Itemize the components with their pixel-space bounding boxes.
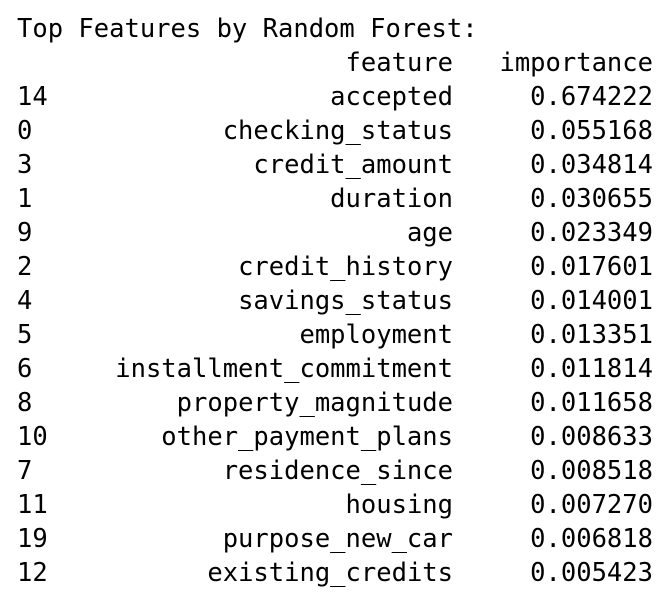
importance-value: 0.030655 bbox=[530, 184, 653, 214]
feature-name: savings_status bbox=[238, 286, 453, 316]
row-index: 12 bbox=[17, 558, 48, 588]
feature-column-header: feature bbox=[345, 48, 453, 78]
table-row: 11 housing 0.007270 bbox=[17, 488, 653, 522]
table-row: 6 installment_commitment 0.011814 bbox=[17, 352, 653, 386]
table-row: 7 residence_since 0.008518 bbox=[17, 454, 653, 488]
feature-name: installment_commitment bbox=[115, 354, 453, 384]
table-row: 9 age 0.023349 bbox=[17, 216, 653, 250]
importance-value: 0.017601 bbox=[530, 252, 653, 282]
row-index: 19 bbox=[17, 524, 48, 554]
row-index: 11 bbox=[17, 490, 48, 520]
feature-importance-output: Top Features by Random Forest: feature i… bbox=[17, 12, 653, 590]
feature-name: other_payment_plans bbox=[161, 422, 453, 452]
feature-name: accepted bbox=[330, 82, 453, 112]
row-index: 4 bbox=[17, 286, 33, 316]
importance-value: 0.008633 bbox=[530, 422, 653, 452]
feature-name: credit_amount bbox=[253, 150, 453, 180]
table-row: 8 property_magnitude 0.011658 bbox=[17, 386, 653, 420]
importance-value: 0.055168 bbox=[530, 116, 653, 146]
importance-value: 0.007270 bbox=[530, 490, 653, 520]
row-index: 1 bbox=[17, 184, 33, 214]
importance-value: 0.011658 bbox=[530, 388, 653, 418]
output-title: Top Features by Random Forest: bbox=[17, 14, 478, 44]
importance-value: 0.034814 bbox=[530, 150, 653, 180]
feature-name: duration bbox=[330, 184, 453, 214]
table-row: 10 other_payment_plans 0.008633 bbox=[17, 420, 653, 454]
table-row: 12 existing_credits 0.005423 bbox=[17, 556, 653, 590]
feature-name: checking_status bbox=[222, 116, 453, 146]
row-index: 0 bbox=[17, 116, 33, 146]
feature-name: existing_credits bbox=[207, 558, 453, 588]
feature-importance-table: feature importance 14 accepted 0.674222 … bbox=[17, 46, 653, 590]
row-index: 7 bbox=[17, 456, 33, 486]
importance-value: 0.014001 bbox=[530, 286, 653, 316]
importance-value: 0.011814 bbox=[530, 354, 653, 384]
table-row: 4 savings_status 0.014001 bbox=[17, 284, 653, 318]
table-row: 1 duration 0.030655 bbox=[17, 182, 653, 216]
importance-value: 0.674222 bbox=[530, 82, 653, 112]
row-index: 5 bbox=[17, 320, 33, 350]
table-row: 3 credit_amount 0.034814 bbox=[17, 148, 653, 182]
row-index: 14 bbox=[17, 82, 48, 112]
row-index: 2 bbox=[17, 252, 33, 282]
row-index: 3 bbox=[17, 150, 33, 180]
row-index: 6 bbox=[17, 354, 33, 384]
table-row: 5 employment 0.013351 bbox=[17, 318, 653, 352]
row-index: 10 bbox=[17, 422, 48, 452]
importance-value: 0.006818 bbox=[530, 524, 653, 554]
feature-name: housing bbox=[345, 490, 453, 520]
table-row: 0 checking_status 0.055168 bbox=[17, 114, 653, 148]
importance-value: 0.008518 bbox=[530, 456, 653, 486]
feature-name: age bbox=[406, 218, 453, 248]
importance-value: 0.023349 bbox=[530, 218, 653, 248]
table-body: 14 accepted 0.674222 0 checking_status 0… bbox=[17, 80, 653, 590]
feature-name: employment bbox=[299, 320, 453, 350]
feature-name: credit_history bbox=[238, 252, 453, 282]
importance-column-header: importance bbox=[499, 48, 653, 78]
table-row: 2 credit_history 0.017601 bbox=[17, 250, 653, 284]
table-row: 19 purpose_new_car 0.006818 bbox=[17, 522, 653, 556]
feature-name: property_magnitude bbox=[176, 388, 453, 418]
index-column-header bbox=[17, 46, 83, 80]
feature-name: purpose_new_car bbox=[222, 524, 453, 554]
feature-name: residence_since bbox=[222, 456, 453, 486]
table-row: 14 accepted 0.674222 bbox=[17, 80, 653, 114]
row-index: 8 bbox=[17, 388, 33, 418]
importance-value: 0.013351 bbox=[530, 320, 653, 350]
row-index: 9 bbox=[17, 218, 33, 248]
header-row: feature importance bbox=[17, 46, 653, 80]
table-header: feature importance bbox=[17, 46, 653, 80]
importance-value: 0.005423 bbox=[530, 558, 653, 588]
